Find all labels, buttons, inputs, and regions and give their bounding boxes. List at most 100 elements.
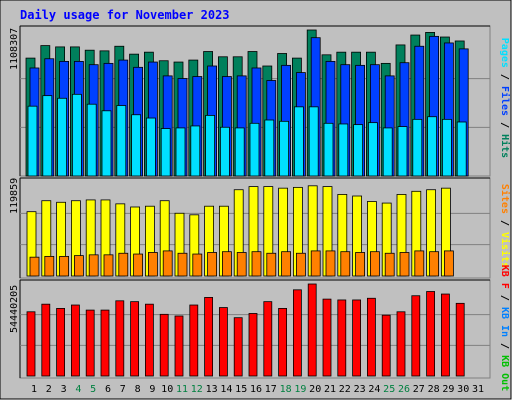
day-label-25: 25	[383, 384, 395, 395]
bar-kb-f-day-14	[218, 307, 228, 377]
bar-pages-day-2	[42, 95, 53, 177]
legend-kbytes: KB F / KB In / KB Out	[499, 265, 510, 391]
legend-item-kb-f: KB F	[499, 265, 510, 289]
day-label-5: 5	[90, 384, 96, 395]
bar-sites-day-12	[192, 253, 203, 277]
day-labels: 1 2 3 4 5 6 7 8 9 10 11 12 13 14 15 16 17 18 19 20 21 22 23 24 2…	[31, 384, 484, 395]
bar-pages-day-29	[441, 118, 452, 177]
max-label-kbytes: 54440205	[9, 285, 20, 333]
day-label-30: 30	[457, 384, 469, 395]
bar-pages-day-14	[219, 126, 230, 177]
bar-pages-day-5	[86, 103, 97, 177]
day-label-24: 24	[368, 384, 380, 395]
bar-pages-day-1	[27, 105, 38, 177]
bar-sites-day-4	[74, 255, 84, 277]
panel-hits: 1108307 Pages / Files / Hits	[9, 25, 511, 177]
bar-sites-day-17	[266, 252, 277, 277]
bar-pages-day-10	[160, 128, 171, 177]
bar-kb-f-day-11	[174, 315, 184, 377]
bar-sites-day-3	[59, 255, 69, 277]
bar-kb-f-day-5	[85, 309, 95, 377]
bar-sites-day-26	[399, 252, 410, 277]
bar-kb-f-day-2	[41, 303, 51, 377]
bar-sites-day-20	[310, 250, 321, 277]
day-label-31: 31	[472, 384, 484, 395]
bar-pages-day-17	[264, 119, 275, 177]
bar-sites-day-19	[295, 252, 306, 277]
bar-kb-f-day-13	[204, 297, 214, 377]
bar-kb-f-day-17	[263, 301, 273, 377]
day-label-20: 20	[309, 384, 321, 395]
day-label-16: 16	[250, 384, 262, 395]
bar-sites-day-16	[251, 251, 262, 277]
bar-kb-f-day-20	[307, 283, 317, 377]
bar-kb-f-day-30	[455, 302, 465, 377]
bar-pages-day-20	[308, 106, 319, 177]
bar-kb-f-day-15	[233, 317, 243, 377]
bar-pages-day-12	[190, 125, 201, 177]
bar-kb-f-day-3	[56, 308, 65, 377]
bar-kb-f-day-21	[322, 298, 332, 377]
bar-kb-f-day-12	[189, 304, 199, 377]
bar-kb-f-day-26	[396, 311, 406, 377]
legend-item-sites: Sites	[499, 184, 511, 214]
bar-kb-f-day-4	[71, 304, 80, 377]
bar-pages-day-18	[279, 120, 290, 177]
bar-kb-f-day-10	[159, 313, 169, 377]
bar-pages-day-11	[175, 127, 186, 177]
bar-pages-day-25	[382, 127, 393, 177]
bar-sites-day-10	[162, 250, 173, 277]
bar-pages-day-4	[72, 93, 82, 177]
day-label-14: 14	[220, 384, 232, 395]
bar-sites-day-29	[443, 250, 454, 277]
legend-separator: /	[499, 68, 510, 86]
legend-item-visits: Visits	[499, 232, 511, 268]
day-label-29: 29	[442, 384, 454, 395]
legend-separator: /	[499, 214, 510, 232]
bar-pages-day-3	[57, 97, 67, 177]
bar-sites-day-21	[325, 250, 336, 277]
chart-title: Daily usage for November 2023	[20, 8, 230, 22]
legend-item-pages: Pages	[499, 38, 510, 68]
bar-kb-f-day-7	[115, 300, 125, 377]
day-label-9: 9	[149, 384, 155, 395]
max-label-visits: 119859	[9, 178, 20, 214]
legend-visits: Sites / Visits	[499, 184, 511, 268]
bar-pages-day-8	[131, 114, 142, 177]
max-label-hits: 1108307	[9, 28, 20, 70]
bar-sites-day-28	[429, 251, 440, 277]
legend-separator: /	[499, 289, 510, 307]
bar-pages-day-13	[205, 115, 216, 177]
bar-pages-day-28	[427, 116, 438, 177]
bar-sites-day-18	[281, 251, 292, 277]
day-label-18: 18	[280, 384, 292, 395]
bar-sites-day-25	[384, 252, 395, 277]
bar-pages-day-30	[456, 121, 467, 177]
bar-pages-day-22	[338, 123, 349, 177]
bar-kb-f-day-22	[337, 299, 347, 377]
legend-text: KB F / KB In / KB Out	[499, 265, 510, 391]
panel-visits: 119859 Sites / Visits	[9, 177, 511, 279]
legend-item-kb-out: KB Out	[499, 355, 510, 391]
panel-kbytes: 54440205 KB F / KB In / KB Out	[9, 265, 510, 391]
bar-sites-day-8	[133, 253, 144, 277]
day-label-11: 11	[176, 384, 188, 395]
bar-pages-day-16	[249, 122, 260, 177]
bar-sites-day-27	[414, 250, 425, 277]
bar-pages-day-9	[145, 117, 156, 177]
bar-sites-day-5	[88, 254, 99, 277]
bars-hits	[25, 29, 469, 177]
legend-item-kb-in: KB In	[499, 307, 510, 337]
day-label-15: 15	[235, 384, 247, 395]
day-label-21: 21	[324, 384, 336, 395]
legend-item-hits: Hits	[499, 134, 511, 158]
bar-sites-day-14	[221, 251, 232, 277]
bar-kb-f-day-24	[366, 297, 376, 377]
day-label-27: 27	[413, 384, 425, 395]
day-label-8: 8	[135, 384, 141, 395]
day-label-3: 3	[61, 384, 67, 395]
bar-pages-day-21	[323, 122, 334, 177]
bar-pages-day-24	[367, 122, 378, 177]
bar-pages-day-23	[353, 124, 364, 177]
